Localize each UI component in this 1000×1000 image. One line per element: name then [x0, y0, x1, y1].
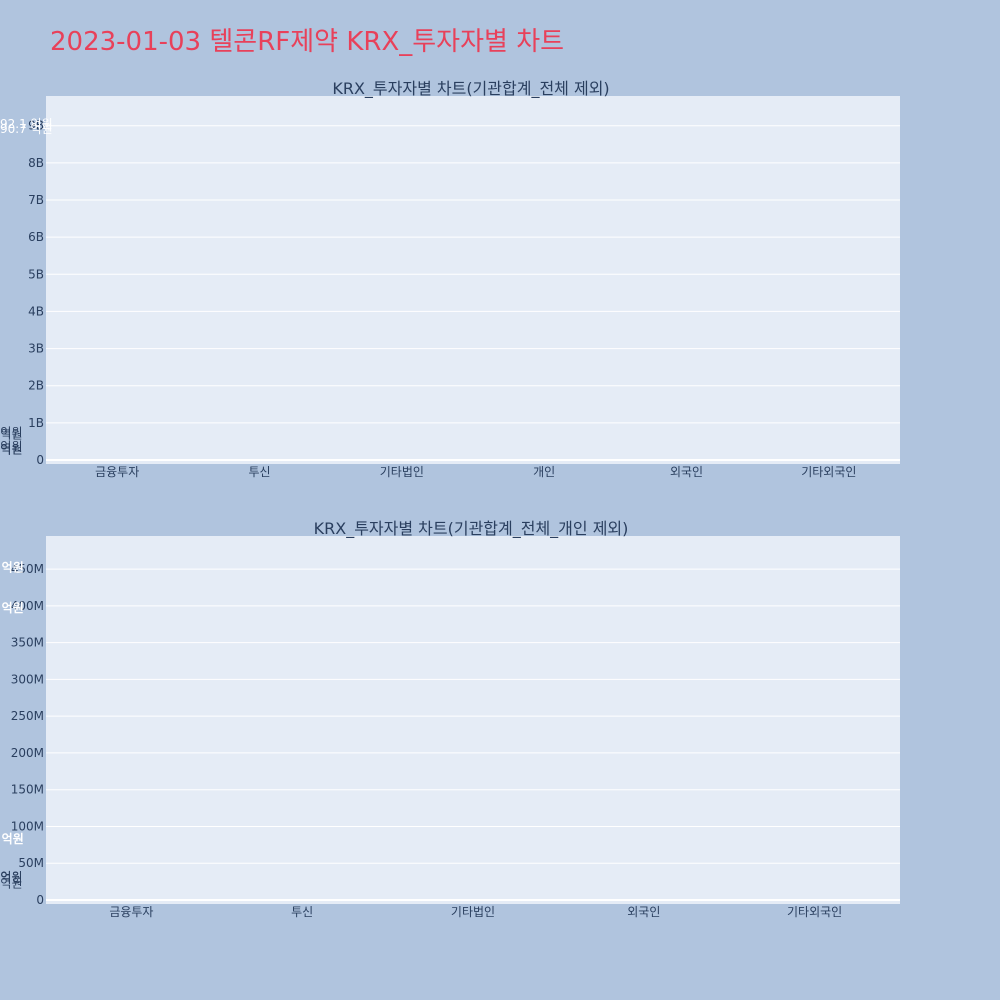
- x-tick-label: 외국인: [627, 905, 660, 919]
- y-tick-label: 400M: [11, 599, 44, 613]
- x-tick-label: 금융투자: [109, 905, 153, 919]
- data-label: 4.7 억원: [0, 426, 22, 440]
- chart-title: KRX_투자자별 차트(기관합계_전체 제외): [332, 79, 609, 99]
- x-tick-label: 투신: [248, 465, 270, 479]
- y-tick-label: 8B: [28, 156, 44, 170]
- chart-1: 0 1B 2B 3B 4B 5B 6B 7B 8B 9B KRX_투자자별 차트(기관합계_전체 제…: [0, 79, 900, 479]
- y-tick-label: 350M: [11, 636, 44, 650]
- plot-area: [46, 96, 900, 464]
- data-label: 4.7 억원: [0, 561, 24, 575]
- x-tick-label: 기타법인: [380, 465, 424, 479]
- y-tick-label: 0: [36, 453, 44, 467]
- y-tick-label: 300M: [11, 672, 44, 686]
- y-tick-label: 0: [36, 893, 44, 907]
- y-tick-label: 9B: [28, 119, 44, 133]
- data-label: 0.2 억원: [0, 442, 22, 456]
- x-tick-label: 외국인: [670, 465, 703, 479]
- data-label: 90.7 억원: [0, 122, 53, 136]
- y-tick-label: 4B: [28, 304, 44, 318]
- plot-area: [46, 536, 900, 904]
- x-tick-label: 금융투자: [95, 465, 139, 479]
- x-tick-label: 투신: [291, 905, 313, 919]
- data-label: 1.0 억원: [0, 832, 24, 846]
- data-label: 0.2 억원: [0, 442, 22, 456]
- y-tick-label: 1B: [28, 416, 44, 430]
- y-tick-label: 5B: [28, 267, 44, 281]
- x-tick-label: 개인: [533, 465, 555, 479]
- x-tick-label: 기타외국인: [801, 465, 856, 479]
- x-tick-label: 기타외국인: [787, 905, 842, 919]
- chart-2: 0 50M 100M 150M 200M 250M 300M 350M 400M 450M KRX_…: [0, 519, 900, 919]
- data-label: 0.1 억원: [0, 443, 22, 457]
- y-tick-label: 250M: [11, 709, 44, 723]
- charts-container: 0 1B 2B 3B 4B 5B 6B 7B 8B 9B KRX_투자자별 차트(기관합계_전체 제…: [0, 79, 900, 919]
- y-tick-label: 2B: [28, 379, 44, 393]
- y-tick-label: 150M: [11, 783, 44, 797]
- y-tick-label: 7B: [28, 193, 44, 207]
- data-label: 4.1 억원: [0, 601, 24, 615]
- y-tick-label: 200M: [11, 746, 44, 760]
- y-tick-label: 6B: [28, 230, 44, 244]
- data-label: 0.1 억원: [0, 876, 22, 890]
- y-tick-label: 100M: [11, 819, 44, 833]
- data-label: 0.2 억원: [0, 870, 22, 884]
- data-label: 4.1 억원: [0, 428, 22, 442]
- y-tick-label: 450M: [11, 562, 44, 576]
- chart-title: KRX_투자자별 차트(기관합계_전체_개인 제외): [314, 519, 629, 539]
- data-label: 92.1 억원: [0, 117, 53, 131]
- x-tick-label: 기타법인: [451, 905, 495, 919]
- data-label: 1.0 억원: [0, 439, 22, 453]
- figure-title: 2023-01-03 텔콘RF제약 KRX_투자자별 차트: [50, 27, 564, 57]
- y-tick-label: 50M: [18, 856, 44, 870]
- y-tick-label: 3B: [28, 342, 44, 356]
- data-label: 0.2 억원: [0, 870, 22, 884]
